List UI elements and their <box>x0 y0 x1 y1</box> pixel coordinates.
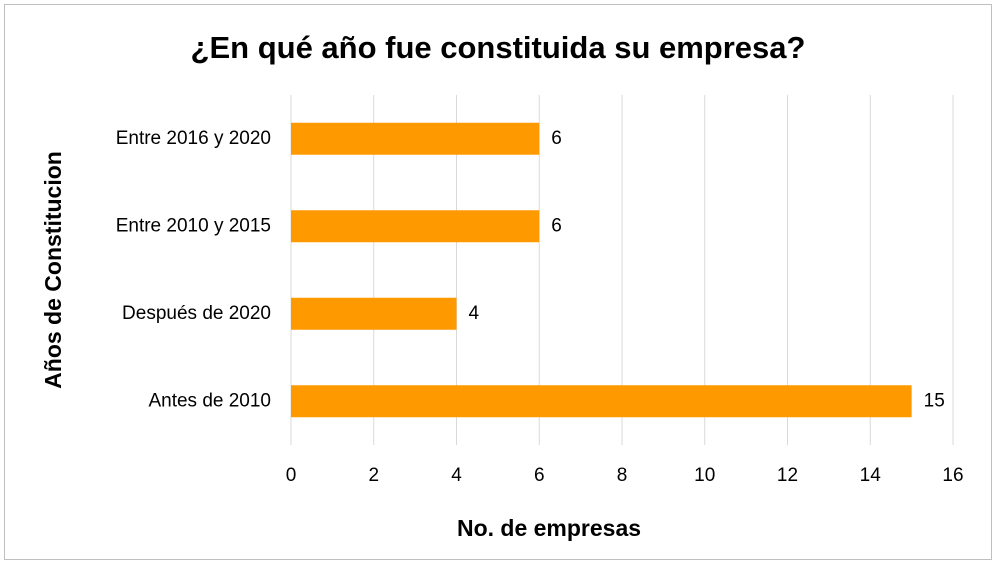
value-label: 6 <box>551 128 562 149</box>
chart-title: ¿En qué año fue constituida su empresa? <box>191 30 806 65</box>
x-tick-label: 10 <box>694 465 715 486</box>
y-tick-label: Después de 2020 <box>122 303 271 324</box>
value-label: 6 <box>551 215 562 236</box>
x-tick-label: 16 <box>942 465 963 486</box>
bar <box>291 210 540 243</box>
chart-border <box>4 4 992 560</box>
x-tick-label: 14 <box>860 465 882 486</box>
y-tick-label: Entre 2010 y 2015 <box>116 215 271 236</box>
x-tick-label: 2 <box>368 465 379 486</box>
bar <box>291 297 457 330</box>
x-tick-label: 6 <box>534 465 545 486</box>
x-tick-label: 0 <box>286 465 297 486</box>
y-tick-label: Entre 2016 y 2020 <box>116 128 271 149</box>
bar <box>291 385 912 418</box>
x-tick-label: 8 <box>617 465 628 486</box>
x-tick-label: 12 <box>777 465 798 486</box>
y-tick-label: Antes de 2010 <box>148 390 271 411</box>
value-label: 15 <box>924 390 945 411</box>
value-label: 4 <box>469 303 480 324</box>
x-axis-title: No. de empresas <box>457 515 641 541</box>
bar <box>291 122 540 155</box>
y-axis-title: Años de Constitucion <box>40 151 66 389</box>
x-tick-label: 4 <box>451 465 462 486</box>
